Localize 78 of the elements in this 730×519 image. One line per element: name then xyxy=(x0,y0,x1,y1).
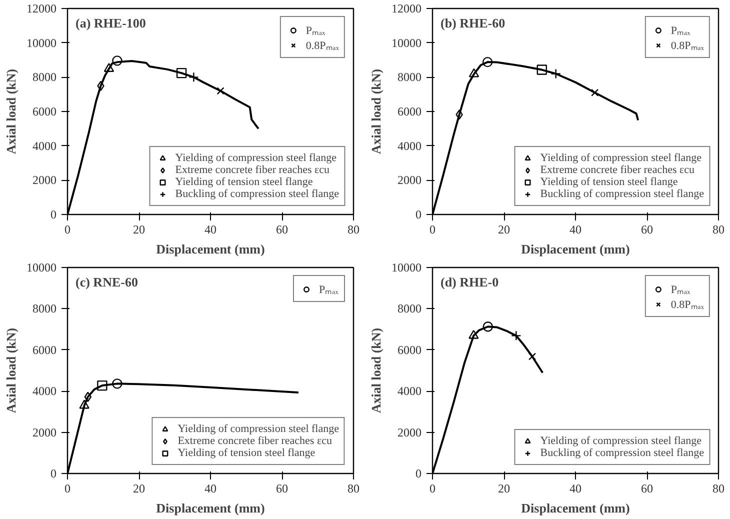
y-tick-label: 6000 xyxy=(32,104,56,118)
legend-label: Yielding of compression steel flange xyxy=(540,152,702,164)
x-axis-title: Displacement (mm) xyxy=(156,242,265,256)
y-tick-label: 2000 xyxy=(398,425,422,440)
y-tick-label: 2000 xyxy=(32,425,56,440)
y-tick-label: 10000 xyxy=(392,260,422,274)
x-tick-label: 60 xyxy=(641,222,653,236)
y-tick-label: 4000 xyxy=(32,384,56,398)
legend-label: Yielding of tension steel flange xyxy=(540,176,678,188)
x-tick-label: 40 xyxy=(204,222,216,236)
x-tick-label: 20 xyxy=(498,222,510,236)
legend-label: Yielding of tension steel flange xyxy=(175,176,313,188)
y-tick-label: 10000 xyxy=(392,36,422,50)
x-tick-label: 60 xyxy=(276,482,288,496)
y-tick-label: 12000 xyxy=(26,2,56,16)
x-axis-title: Displacement (mm) xyxy=(521,500,630,516)
text: (d) RHE-0 xyxy=(440,274,499,290)
legend-label: 0.8Pₘₐₓ xyxy=(306,39,339,52)
y-axis-title: Axial load (kN) xyxy=(368,68,384,154)
x-tick-label: 40 xyxy=(570,222,582,236)
y-tick-label: 6000 xyxy=(398,104,422,118)
y-tick-label: 8000 xyxy=(398,70,422,84)
y-tick-label: 2000 xyxy=(32,173,56,188)
y-tick-label: 0 xyxy=(416,208,422,222)
text: (c) RNE-60 xyxy=(76,274,138,290)
legend-label: Yielding of compression steel flange xyxy=(540,435,702,447)
y-tick-label: 10000 xyxy=(26,260,56,274)
x-axis-title: Displacement (mm) xyxy=(521,242,630,256)
legend-label: Pₘₐₓ xyxy=(670,283,691,296)
legend-label: Pₘₐₓ xyxy=(670,24,691,37)
y-tick-label: 0 xyxy=(50,466,56,480)
y-tick-label: 10000 xyxy=(26,36,56,50)
y-axis-title: Axial load (kN) xyxy=(368,328,384,414)
x-tick-label: 0 xyxy=(64,482,70,496)
legend-label: 0.8Pₘₐₓ xyxy=(670,298,704,311)
y-axis-title: Axial load (kN) xyxy=(4,68,18,154)
legend-label: Extreme concrete fiber reaches εcu xyxy=(540,164,694,176)
x-tick-label: 80 xyxy=(712,482,724,496)
y-tick-label: 8000 xyxy=(32,302,56,316)
x-tick-label: 40 xyxy=(204,482,216,496)
y-axis-title: Axial load (kN) xyxy=(4,328,18,414)
legend-label: Buckling of compression steel flange xyxy=(175,188,339,200)
legend-label: 0.8Pₘₐₓ xyxy=(670,39,704,52)
x-tick-label: 80 xyxy=(348,222,360,236)
y-tick-label: 4000 xyxy=(32,138,56,153)
x-tick-label: 40 xyxy=(570,482,582,496)
y-tick-label: 8000 xyxy=(398,302,422,316)
x-tick-label: 0 xyxy=(430,222,436,236)
x-axis-title: Displacement (mm) xyxy=(156,500,265,516)
x-tick-label: 20 xyxy=(498,482,510,496)
y-tick-label: 4000 xyxy=(398,138,422,153)
x-tick-label: 60 xyxy=(276,222,288,236)
legend-label: Yielding of compression steel flange xyxy=(178,423,339,435)
y-tick-label: 6000 xyxy=(32,342,56,357)
y-tick-label: 4000 xyxy=(398,384,422,398)
text: (b) RHE-60 xyxy=(440,16,506,30)
legend-label: Extreme concrete fiber reaches εcu xyxy=(178,435,332,447)
y-tick-label: 0 xyxy=(416,466,422,480)
x-tick-label: 60 xyxy=(641,482,653,496)
legend-label: Buckling of compression steel flange xyxy=(540,447,704,459)
legend-label: Extreme concrete fiber reaches εcu xyxy=(175,164,330,176)
x-tick-label: 0 xyxy=(430,482,436,496)
legend-label: Pₘₐₓ xyxy=(319,283,339,296)
y-tick-label: 6000 xyxy=(398,342,422,357)
x-tick-label: 0 xyxy=(64,222,70,236)
legend-label: Pₘₐₓ xyxy=(306,24,326,37)
x-tick-label: 20 xyxy=(133,222,145,236)
y-tick-label: 2000 xyxy=(398,173,422,188)
text: (a) RHE-100 xyxy=(76,16,146,30)
legend-label: Yielding of compression steel flange xyxy=(175,152,337,164)
x-tick-label: 80 xyxy=(712,222,724,236)
y-tick-label: 8000 xyxy=(32,70,56,84)
legend-label: Yielding of tension steel flange xyxy=(178,447,316,459)
x-tick-label: 20 xyxy=(133,482,145,496)
x-tick-label: 80 xyxy=(348,482,360,496)
legend-label: Buckling of compression steel flange xyxy=(540,188,704,200)
y-tick-label: 12000 xyxy=(392,2,422,16)
y-tick-label: 0 xyxy=(50,208,56,222)
